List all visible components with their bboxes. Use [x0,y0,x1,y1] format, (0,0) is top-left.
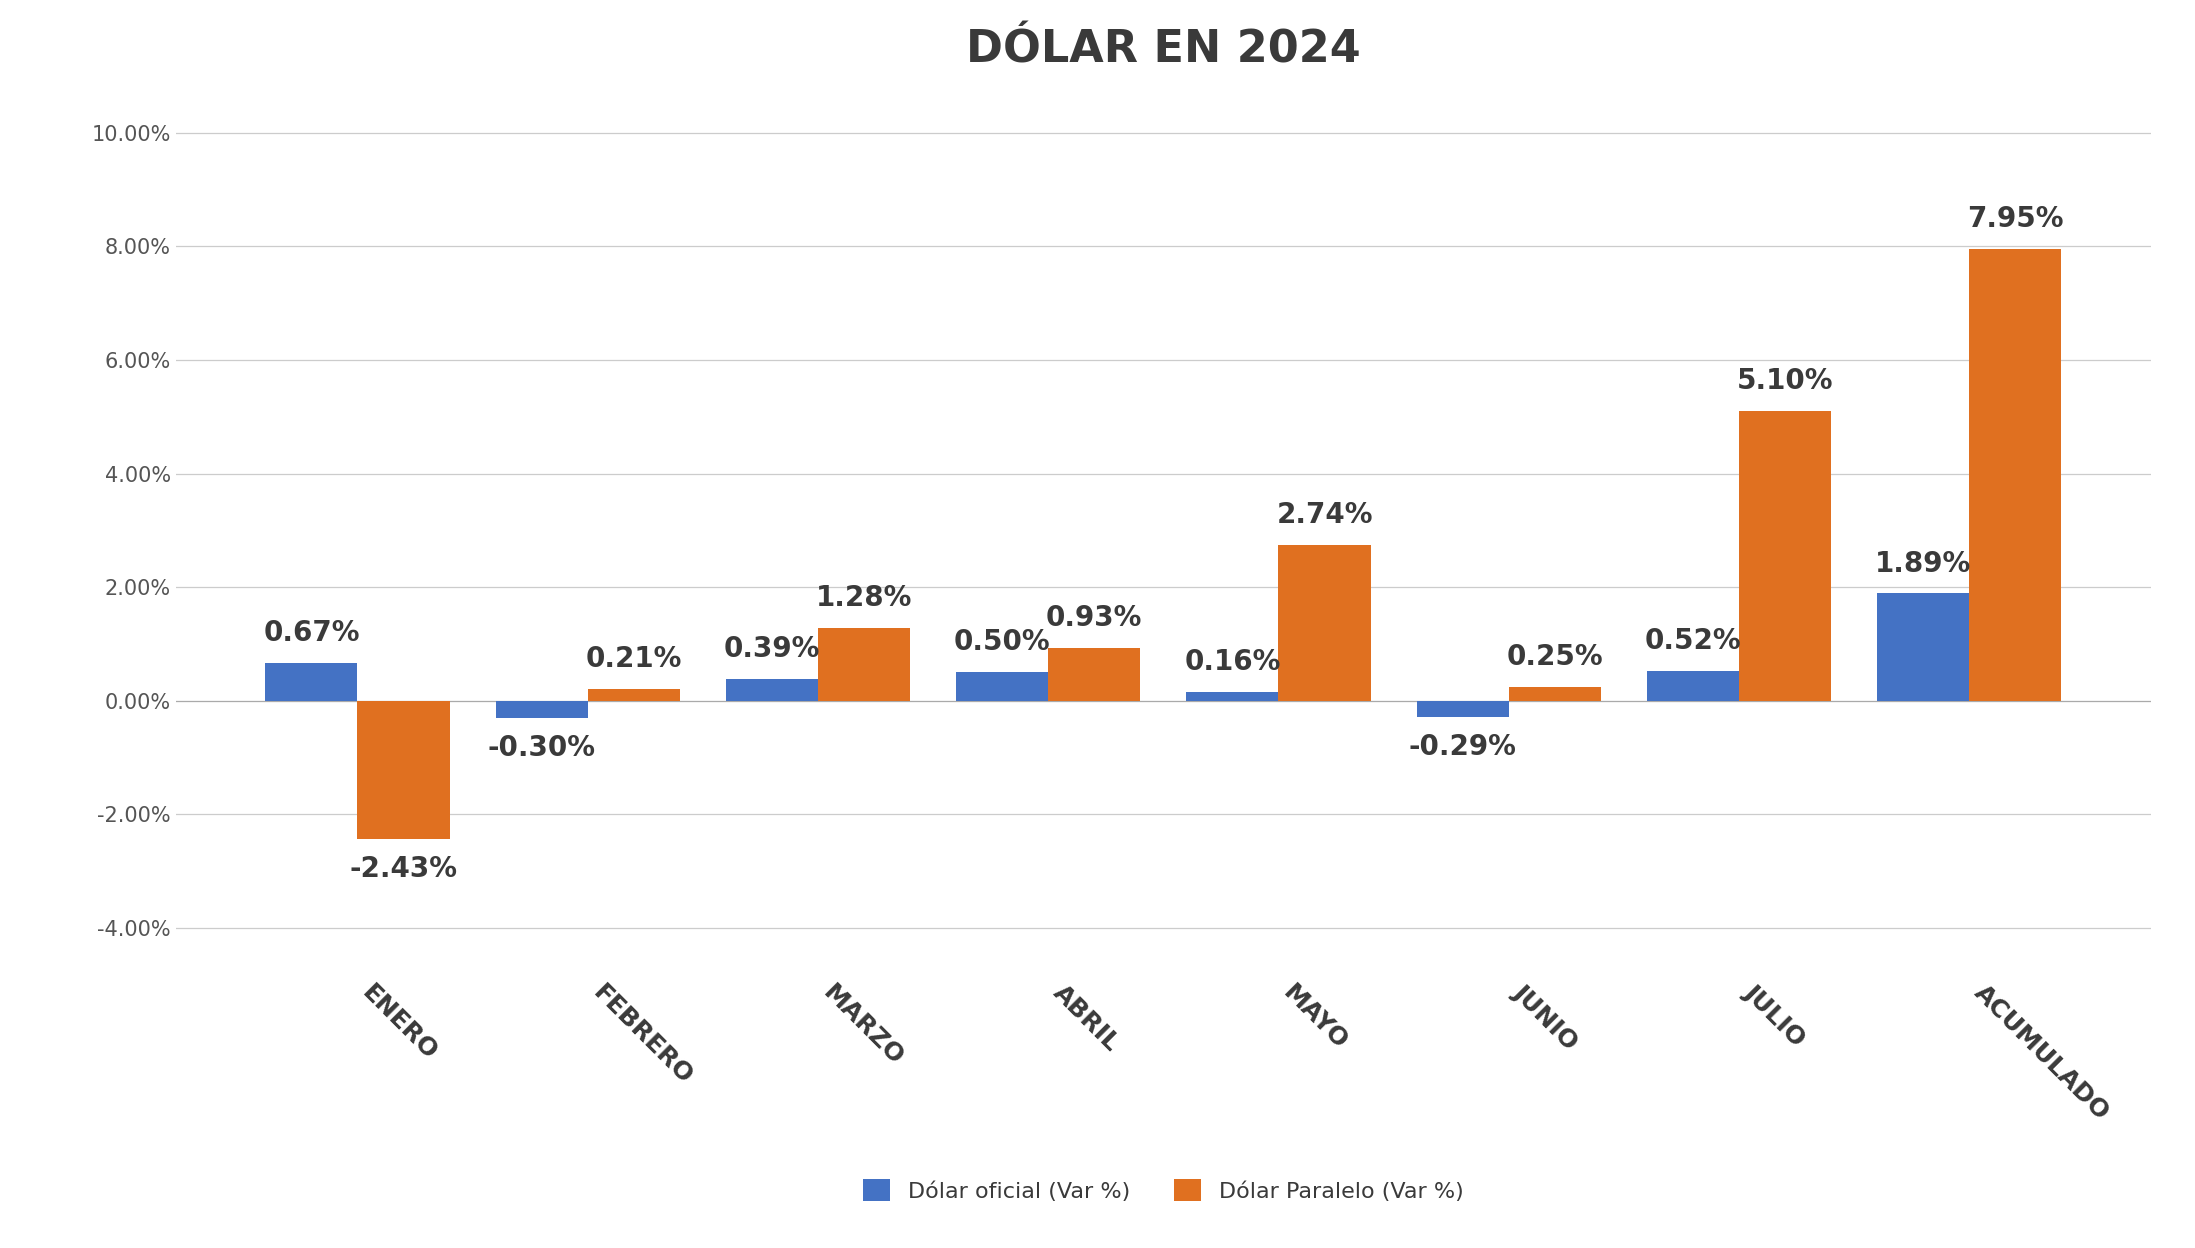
Legend: Dólar oficial (Var %), Dólar Paralelo (Var %): Dólar oficial (Var %), Dólar Paralelo (V… [854,1169,1473,1211]
Bar [1646,671,1738,701]
Bar [1416,701,1508,718]
Bar [358,701,450,839]
Bar [1185,691,1277,701]
Text: 0.16%: 0.16% [1185,648,1280,676]
Text: -0.30%: -0.30% [487,734,595,761]
Text: 0.21%: 0.21% [586,645,683,673]
Title: DÓLAR EN 2024: DÓLAR EN 2024 [966,29,1361,71]
Text: -2.43%: -2.43% [349,855,457,882]
Text: 1.28%: 1.28% [817,584,913,613]
Text: 0.25%: 0.25% [1506,643,1602,670]
Bar [1049,648,1141,701]
Text: 0.93%: 0.93% [1047,604,1141,631]
Bar [1277,545,1370,701]
Bar [957,673,1049,701]
Bar [496,701,588,718]
Text: 5.10%: 5.10% [1736,367,1833,396]
Text: 0.39%: 0.39% [724,635,821,663]
Bar [727,679,819,701]
Text: 0.52%: 0.52% [1644,628,1741,655]
Bar [1969,250,2061,701]
Bar [819,628,911,701]
Text: 0.67%: 0.67% [263,619,360,646]
Text: 7.95%: 7.95% [1967,206,2063,233]
Bar [1508,686,1600,701]
Text: -0.29%: -0.29% [1409,733,1517,761]
Bar [1738,411,1831,701]
Text: 0.50%: 0.50% [955,629,1051,656]
Bar [1877,594,1969,701]
Text: 1.89%: 1.89% [1875,549,1971,578]
Bar [266,663,358,701]
Bar [588,689,680,701]
Text: 2.74%: 2.74% [1275,502,1372,529]
